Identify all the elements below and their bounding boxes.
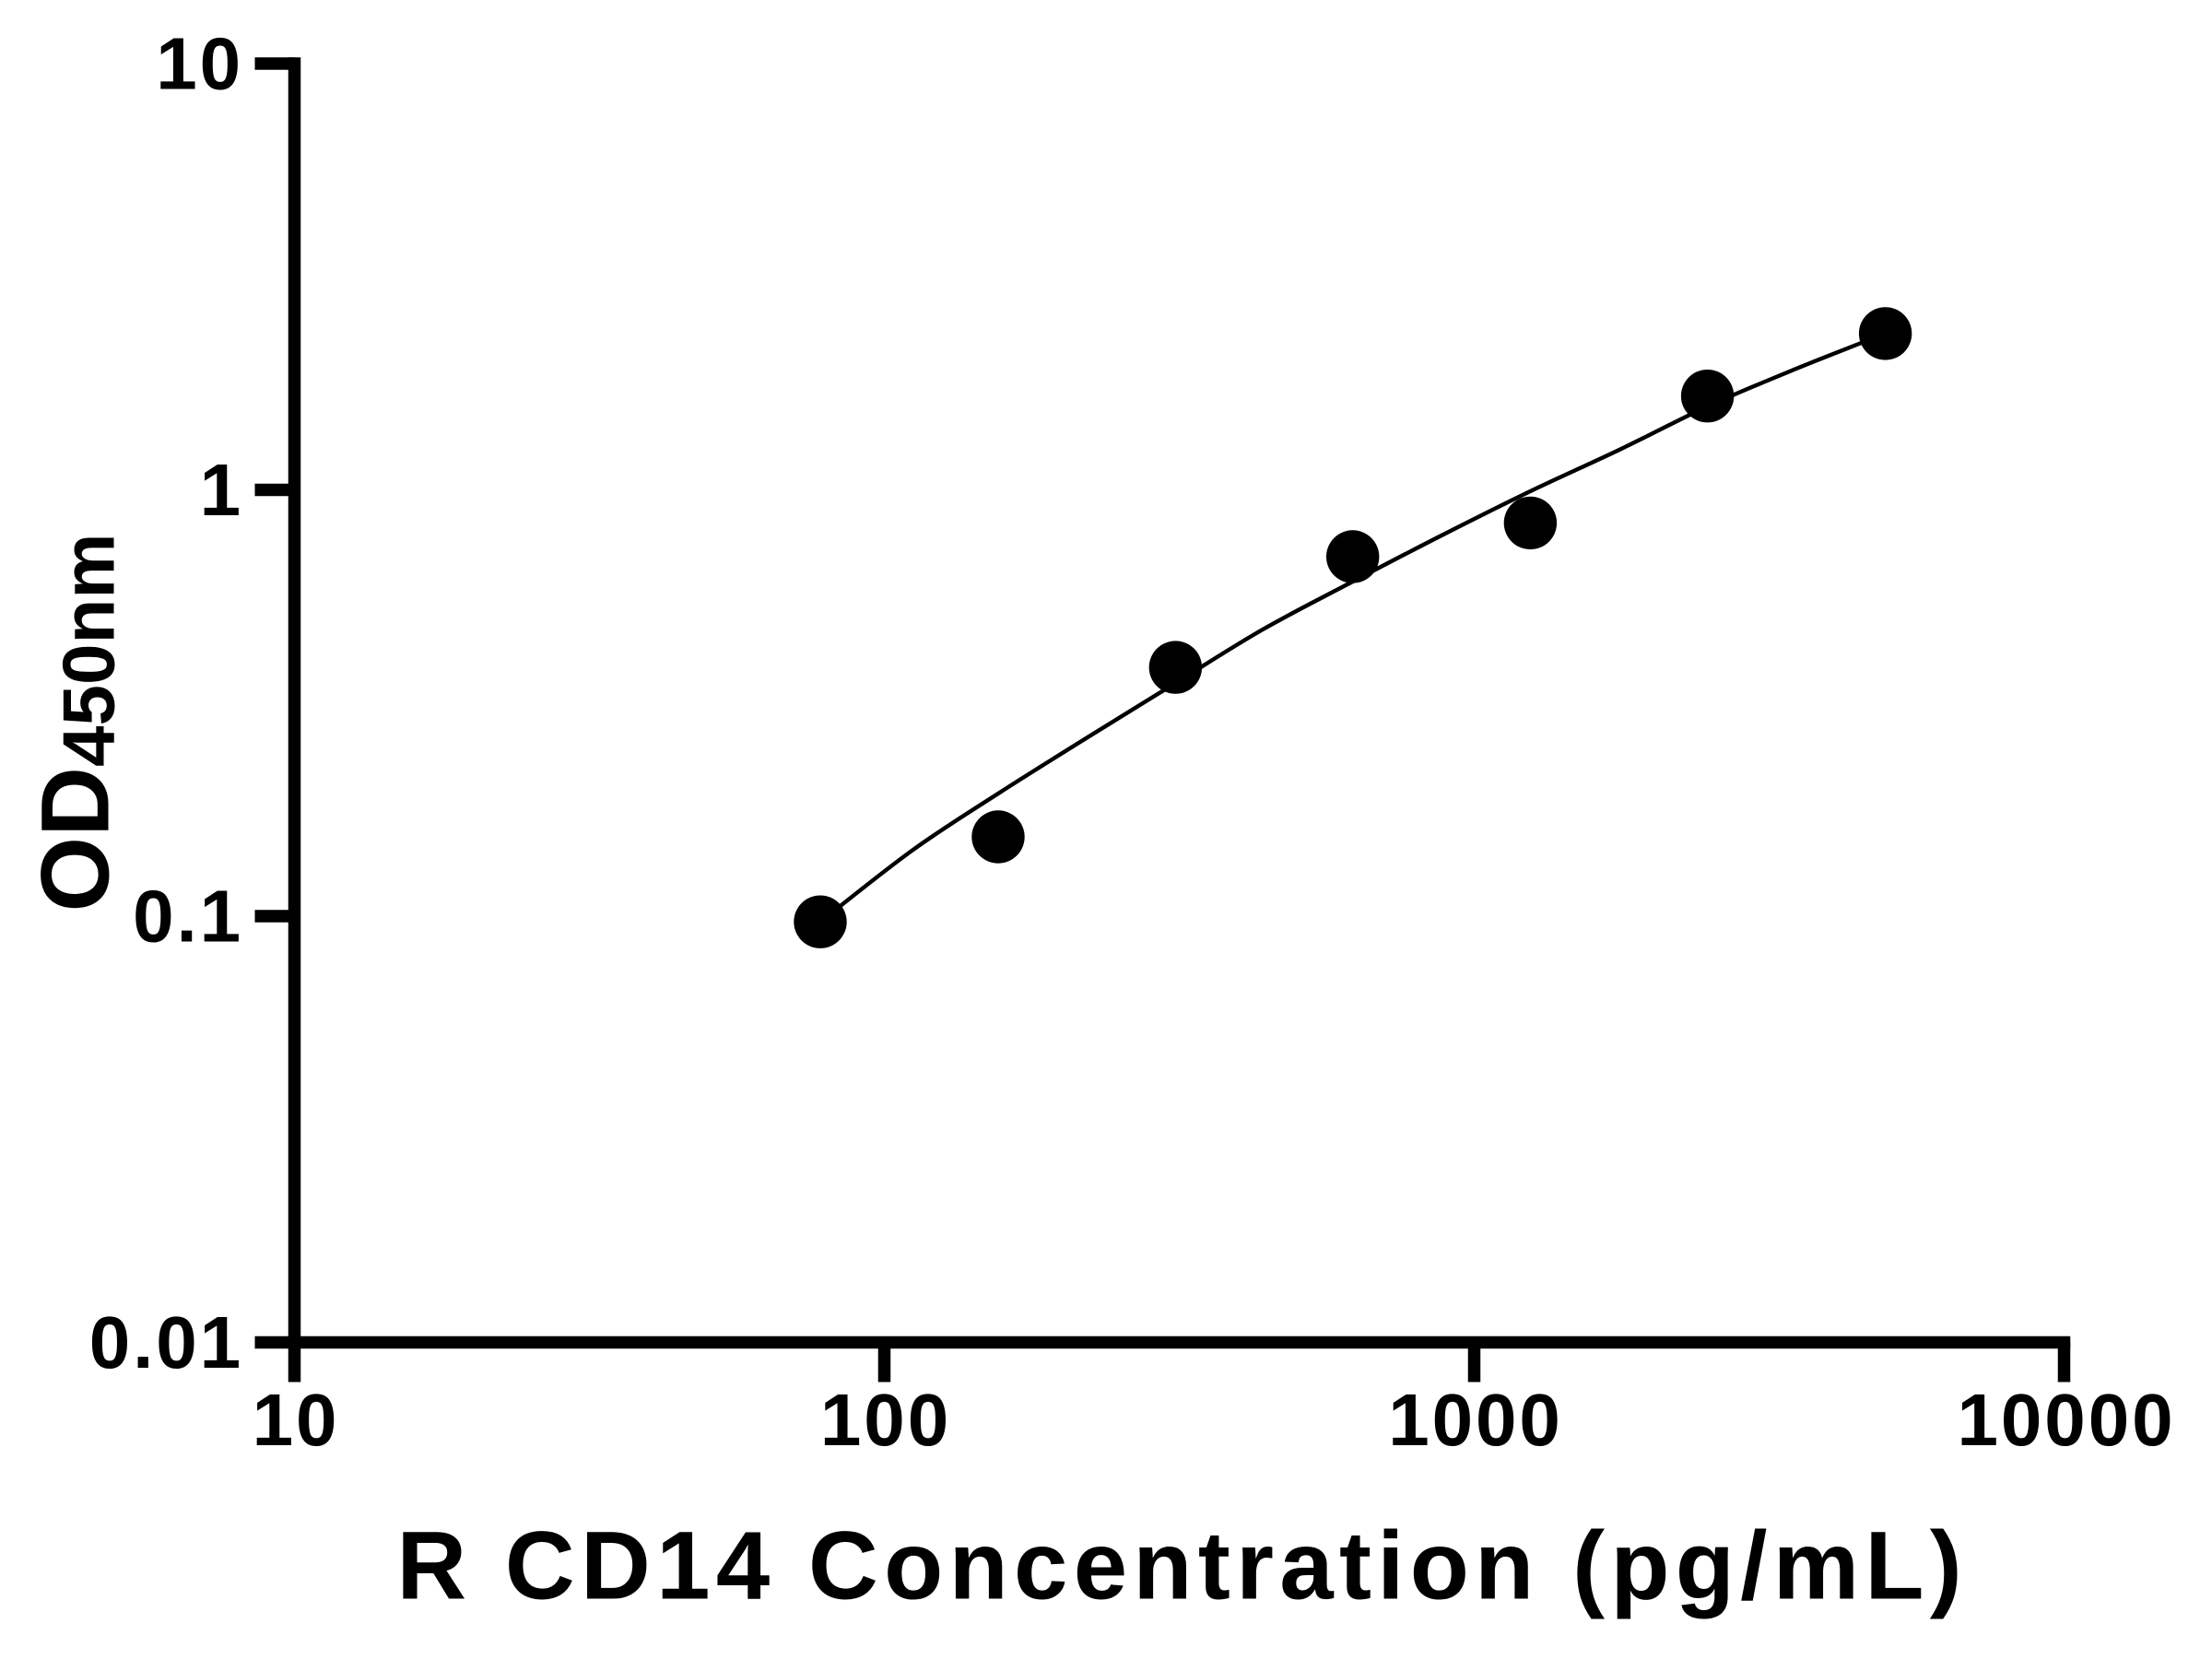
svg-text:0.01: 0.01 (89, 1301, 243, 1383)
svg-text:100: 100 (820, 1379, 951, 1461)
svg-text:1: 1 (200, 449, 243, 531)
svg-text:1000: 1000 (1388, 1379, 1563, 1461)
svg-text:OD450nm: OD450nm (22, 534, 130, 912)
svg-text:10000: 10000 (1958, 1379, 2176, 1461)
svg-text:0.1: 0.1 (133, 876, 243, 958)
svg-text:10: 10 (156, 23, 243, 105)
svg-text:10: 10 (253, 1379, 340, 1461)
svg-text:R CD14 Concentration (pg/mL): R CD14 Concentration (pg/mL) (396, 1512, 1968, 1620)
